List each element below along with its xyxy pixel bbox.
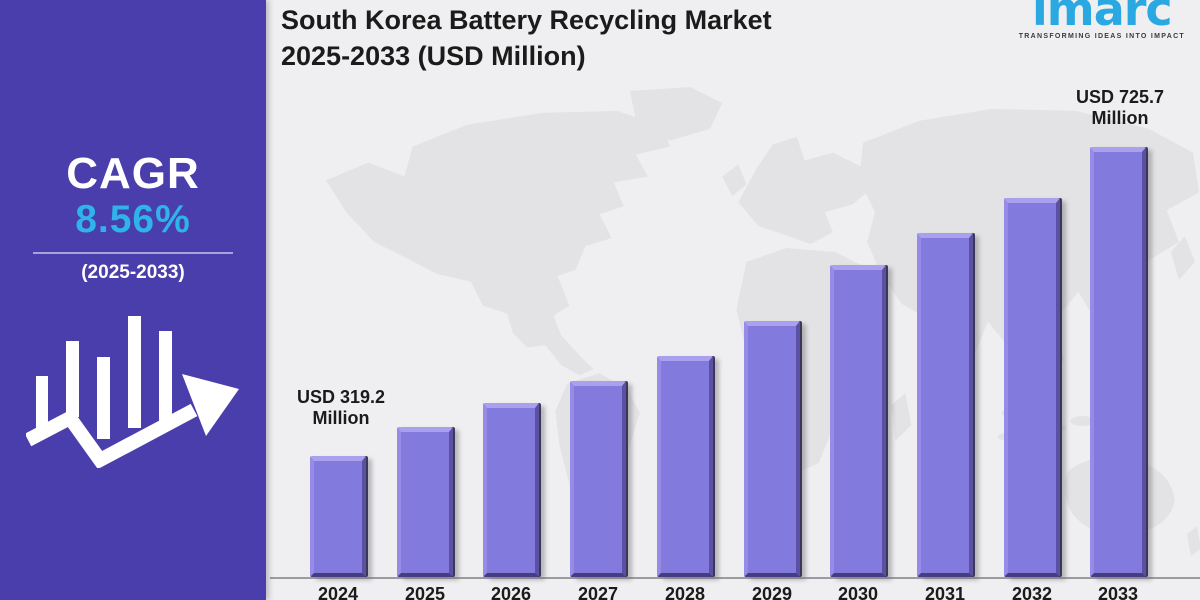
value-callout-2024: USD 319.2 Million xyxy=(296,387,386,428)
bar-2029 xyxy=(744,321,800,577)
bar-2025 xyxy=(397,427,453,577)
bar-2027 xyxy=(570,381,626,577)
bar-2033 xyxy=(1090,147,1146,577)
x-axis-line xyxy=(270,577,1200,579)
bar-2024 xyxy=(310,456,366,577)
bar-2026 xyxy=(483,403,539,577)
imarc-logo: imarc TRANSFORMING IDEAS INTO IMPACT xyxy=(1019,0,1185,40)
x-tick-2029: 2029 xyxy=(751,584,793,600)
bar-2028 xyxy=(657,356,713,577)
x-tick-2024: 2024 xyxy=(317,584,359,600)
bar-2032 xyxy=(1004,198,1060,577)
cagr-sidebar: CAGR 8.56% (2025-2033) xyxy=(0,0,266,600)
growth-bars-arrow-icon xyxy=(24,316,239,470)
value-callout-2033: USD 725.7 Million xyxy=(1075,87,1165,128)
cagr-value: 8.56% xyxy=(75,198,191,241)
x-tick-2027: 2027 xyxy=(577,584,619,600)
x-tick-2026: 2026 xyxy=(490,584,532,600)
imarc-logo-wordmark: imarc xyxy=(1032,0,1173,36)
chart-title-line2: 2025-2033 (USD Million) xyxy=(281,41,586,71)
x-tick-2028: 2028 xyxy=(664,584,706,600)
x-tick-2033: 2033 xyxy=(1097,584,1139,600)
cagr-label: CAGR xyxy=(66,149,200,198)
bar-2030 xyxy=(830,265,886,577)
bar-2031 xyxy=(917,233,973,577)
x-tick-2031: 2031 xyxy=(924,584,966,600)
x-tick-2032: 2032 xyxy=(1011,584,1053,600)
x-tick-2025: 2025 xyxy=(404,584,446,600)
chart-area: South Korea Battery Recycling Market 202… xyxy=(266,0,1200,600)
chart-title: South Korea Battery Recycling Market 202… xyxy=(281,2,772,74)
x-tick-2030: 2030 xyxy=(837,584,879,600)
imarc-logo-tagline: TRANSFORMING IDEAS INTO IMPACT xyxy=(1018,33,1185,40)
cagr-period: (2025-2033) xyxy=(81,262,185,283)
chart-title-line1: South Korea Battery Recycling Market xyxy=(281,5,772,35)
divider-line xyxy=(33,252,233,254)
